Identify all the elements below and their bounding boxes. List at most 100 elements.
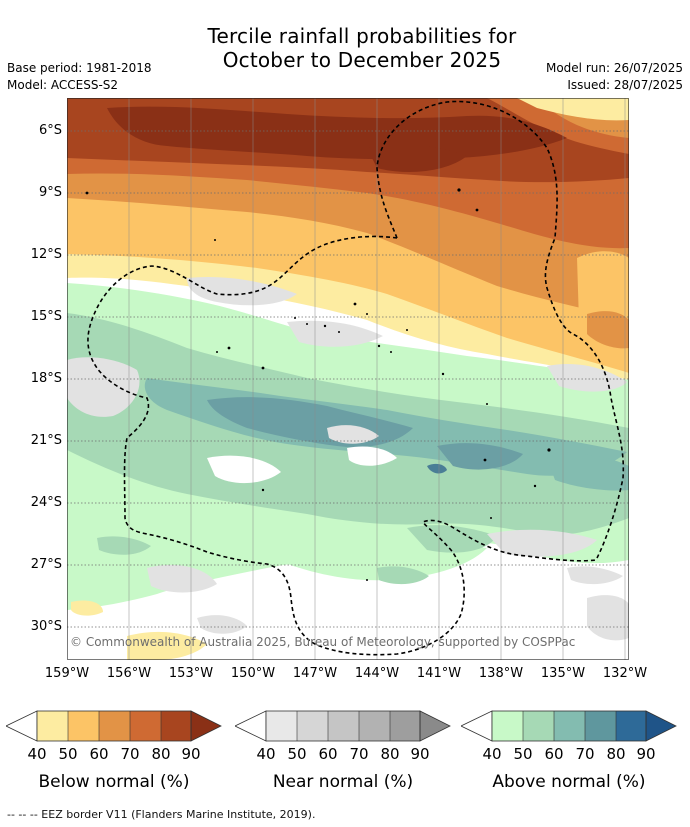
near-40-patch-sw xyxy=(147,564,217,593)
legend-above-tick-50: 50 xyxy=(513,745,533,763)
legend-above-swatch-4 xyxy=(616,711,646,741)
above-40-south-west xyxy=(247,517,487,581)
legend-near-swatch-1 xyxy=(297,711,328,741)
legend-below-tick-90: 90 xyxy=(181,745,201,763)
base-period-text: Base period: 1981-2018 xyxy=(7,61,152,75)
legend-near-tick-70: 70 xyxy=(349,745,369,763)
meta-right: Model run: 26/07/2025 Issued: 28/07/2025 xyxy=(546,60,683,94)
near-40-patch-south xyxy=(567,566,623,585)
legend-near-tick-40: 40 xyxy=(256,745,276,763)
legend-above-tick-80: 80 xyxy=(606,745,626,763)
above-50-sw-patch xyxy=(97,536,151,555)
legend-below-swatch-3 xyxy=(130,711,161,741)
grid-lines xyxy=(67,130,629,628)
lon-tick-141w: 141°W xyxy=(416,666,462,681)
lon-tick-147w: 147°W xyxy=(292,666,338,681)
white-patch-center xyxy=(207,455,281,484)
meta-left: Base period: 1981-2018 Model: ACCESS-S2 xyxy=(7,60,152,94)
lat-tick-9s: 9°S xyxy=(38,185,62,200)
eez-border-west xyxy=(87,235,598,656)
lon-tick-159w: 159°W xyxy=(44,666,90,681)
legend-below-swatch-2 xyxy=(99,711,130,741)
lon-tick-138w: 138°W xyxy=(478,666,524,681)
lon-tick-144w: 144°W xyxy=(354,666,400,681)
below-90-region xyxy=(107,106,567,160)
lat-tick-6s: 6°S xyxy=(38,123,62,138)
near-40-patch-east xyxy=(487,529,597,557)
lat-tick-27s: 27°S xyxy=(30,557,62,572)
rainfall-probability-map xyxy=(67,98,629,660)
legend-above-swatch-5 xyxy=(645,710,677,742)
legend-near-swatch-4 xyxy=(390,711,420,741)
eez-footnote: -- -- -- EEZ border V11 (Flanders Marine… xyxy=(7,808,316,821)
map-svg xyxy=(67,98,629,660)
legend-near-colorbar xyxy=(235,710,451,742)
legend-near-tick-90: 90 xyxy=(410,745,430,763)
islands xyxy=(85,188,551,581)
above-70-patch-east xyxy=(437,443,523,470)
above-60-strip-east xyxy=(547,454,629,491)
lat-tick-24s: 24°S xyxy=(30,495,62,510)
legend-near-tick-80: 80 xyxy=(380,745,400,763)
near-40-patch-right xyxy=(547,363,627,392)
above-50-south-patch xyxy=(407,525,497,553)
near-40-patch-north xyxy=(187,276,297,306)
legend-above-swatch-2 xyxy=(554,711,585,741)
legend-below-swatch-0 xyxy=(37,711,68,741)
below-60-edge xyxy=(587,311,629,349)
legend-below-label: Below normal (%) xyxy=(38,772,190,792)
legend-above-swatch-0 xyxy=(492,711,523,741)
legend-above-normal xyxy=(461,710,677,742)
legend-above-tick-90: 90 xyxy=(636,745,656,763)
below-90-patch xyxy=(367,144,467,172)
lat-tick-12s: 12°S xyxy=(30,247,62,262)
legend-below-tick-70: 70 xyxy=(120,745,140,763)
lat-tick-18s: 18°S xyxy=(30,371,62,386)
title-line-1: Tercile rainfall probabilities for xyxy=(207,24,517,48)
near-40-patch-south-west xyxy=(197,615,247,634)
legend-below-swatch-5 xyxy=(190,710,222,742)
legend-below-swatch-4 xyxy=(161,711,191,741)
legend-above-tick-40: 40 xyxy=(482,745,502,763)
near-40-patch-se xyxy=(587,595,629,641)
near-40-patch-mid xyxy=(327,425,379,444)
grid-lines-vertical xyxy=(128,98,626,660)
legend-above-colorbar xyxy=(461,710,677,742)
below-40-patch-sw xyxy=(71,600,103,616)
eez-border-north xyxy=(376,100,625,559)
legend-above-swatch-1 xyxy=(523,711,554,741)
near-40-patch-center xyxy=(287,320,383,347)
legend-above-tick-60: 60 xyxy=(544,745,564,763)
below-40-top-right xyxy=(517,98,629,121)
lon-tick-150w: 150°W xyxy=(230,666,276,681)
legend-near-swatch-2 xyxy=(328,711,359,741)
lon-tick-132w: 132°W xyxy=(602,666,648,681)
lat-tick-21s: 21°S xyxy=(30,433,62,448)
legend-near-swatch-3 xyxy=(359,711,390,741)
legend-below-normal xyxy=(6,710,222,742)
issued-text: Issued: 28/07/2025 xyxy=(567,78,683,92)
copyright-notice: © Commonwealth of Australia 2025, Bureau… xyxy=(70,635,576,649)
above-50-south-patch2 xyxy=(377,566,429,585)
legend-below-tick-50: 50 xyxy=(58,745,78,763)
legend-below-swatch-1 xyxy=(68,711,99,741)
legend-near-label: Near normal (%) xyxy=(272,772,414,792)
model-text: Model: ACCESS-S2 xyxy=(7,78,119,92)
model-run-text: Model run: 26/07/2025 xyxy=(545,61,683,75)
legend-above-tick-70: 70 xyxy=(575,745,595,763)
legend-below-tick-80: 80 xyxy=(151,745,171,763)
legend-near-swatch-0 xyxy=(266,711,297,741)
lon-tick-156w: 156°W xyxy=(106,666,152,681)
lat-tick-15s: 15°S xyxy=(30,309,62,324)
title-line-2: October to December 2025 xyxy=(222,48,502,72)
legend-above-label: Above normal (%) xyxy=(492,772,646,792)
legend-below-tick-40: 40 xyxy=(27,745,47,763)
legend-below-tick-60: 60 xyxy=(89,745,109,763)
map-title: Tercile rainfall probabilities for Octob… xyxy=(0,24,690,72)
lon-tick-135w: 135°W xyxy=(540,666,586,681)
legend-below-colorbar xyxy=(6,710,222,742)
legend-near-swatch-5 xyxy=(419,710,451,742)
legend-near-tick-50: 50 xyxy=(287,745,307,763)
lat-tick-30s: 30°S xyxy=(30,619,62,634)
map-frame xyxy=(67,98,629,660)
